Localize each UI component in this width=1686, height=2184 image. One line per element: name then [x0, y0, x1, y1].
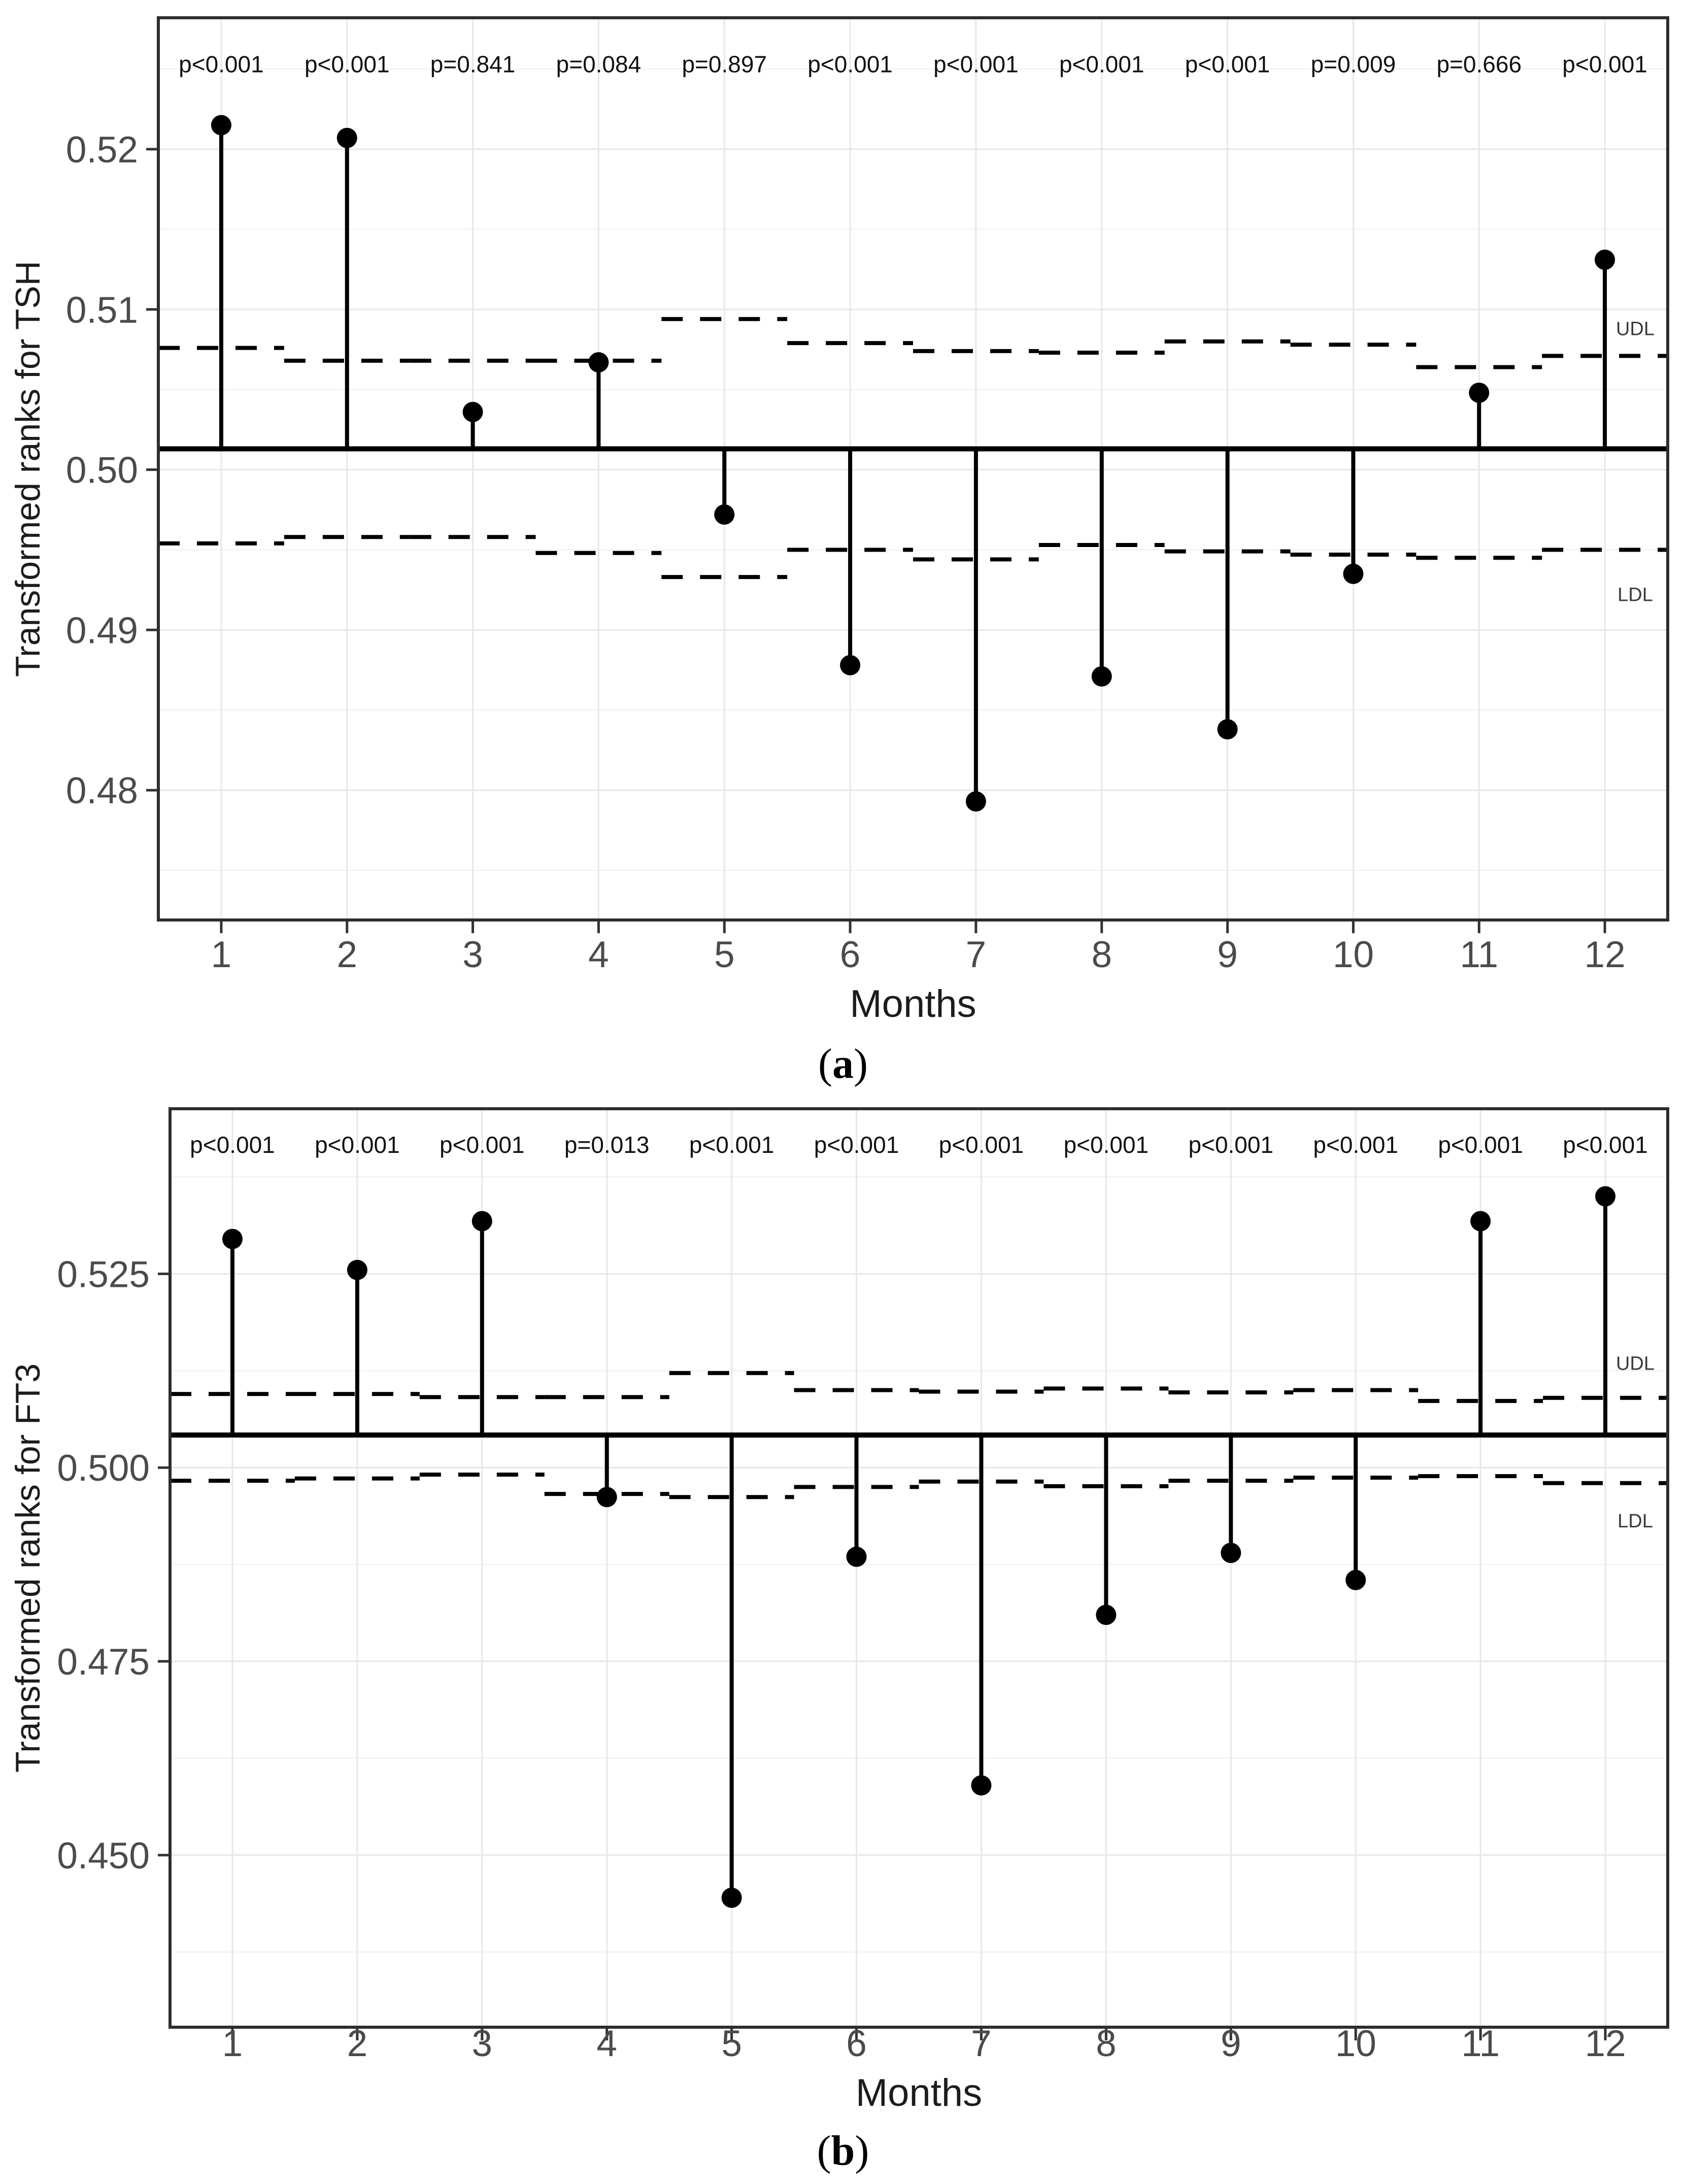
data-point — [1470, 1211, 1491, 1232]
data-point — [462, 401, 483, 422]
x-axis-title: Months — [856, 2071, 982, 2114]
data-point — [596, 1487, 617, 1508]
data-point — [721, 1887, 742, 1908]
x-tick-label: 9 — [1217, 934, 1238, 975]
y-tick-label: 0.500 — [57, 1448, 150, 1489]
p-value-label: p<0.001 — [1064, 1132, 1149, 1158]
p-value-label: p<0.001 — [1562, 51, 1647, 77]
panel-caption: (b) — [817, 2127, 869, 2174]
data-point — [965, 791, 986, 812]
data-point — [840, 655, 861, 675]
data-point — [1221, 1543, 1241, 1563]
p-value-label: p<0.001 — [179, 51, 264, 77]
data-point — [1469, 382, 1490, 403]
x-tick-label: 12 — [1584, 934, 1625, 975]
y-tick-label: 0.48 — [66, 770, 138, 811]
p-value-label: p=0.666 — [1436, 51, 1522, 77]
x-axis-title: Months — [850, 982, 976, 1026]
chart-b: p<0.001 p<0.001 p<0.001 p=0.013 p<0.001 p<0.0… — [9, 1107, 1669, 2174]
udl-label: UDL — [1616, 318, 1655, 339]
p-value-label: p<0.001 — [315, 1132, 400, 1158]
p-value-label: p<0.001 — [939, 1132, 1024, 1158]
panel-border — [157, 16, 1669, 922]
p-value-label: p=0.084 — [556, 51, 642, 77]
y-tick-label: 0.50 — [66, 450, 138, 491]
plot-panel — [170, 1109, 1668, 2027]
x-tick-label: 6 — [840, 934, 861, 975]
data-point — [971, 1775, 992, 1796]
data-point — [1091, 666, 1112, 687]
p-value-label: p<0.001 — [814, 1132, 899, 1158]
data-point — [336, 127, 357, 148]
p-value-label: p=0.897 — [682, 51, 767, 77]
x-tick-label: 4 — [588, 934, 609, 975]
p-value-label: p<0.001 — [1189, 1132, 1274, 1158]
p-value-label: p<0.001 — [689, 1132, 774, 1158]
chart-a: p<0.001 p<0.001 p=0.841 p=0.084 p=0.897 p<0.0… — [9, 16, 1669, 1087]
y-tick-label: 0.51 — [66, 290, 138, 331]
p-value-label: p=0.013 — [564, 1132, 650, 1158]
x-tick-label: 5 — [714, 934, 735, 975]
panel-caption: (a) — [818, 1040, 868, 1087]
x-tick-label: 9 — [1221, 2023, 1241, 2064]
p-value-label: p=0.841 — [430, 51, 516, 77]
x-tick-label: 10 — [1333, 934, 1374, 975]
x-tick-label: 2 — [347, 2023, 368, 2064]
x-tick-label: 2 — [336, 934, 357, 975]
y-axis-title: Transformed ranks for TSH — [9, 261, 47, 677]
x-tick-label: 8 — [1096, 2023, 1117, 2064]
p-value-label: p<0.001 — [1185, 51, 1270, 77]
y-axis-title: Transformed ranks for FT3 — [9, 1363, 47, 1772]
x-tick-label: 11 — [1460, 934, 1498, 975]
p-value-label: p<0.001 — [1563, 1132, 1648, 1158]
data-point — [714, 504, 735, 525]
p-value-label: p<0.001 — [807, 51, 893, 77]
y-tick-label: 0.49 — [66, 610, 138, 651]
p-value-label: p<0.001 — [440, 1132, 525, 1158]
x-tick-label: 6 — [846, 2023, 867, 2064]
data-point — [588, 352, 609, 372]
plot-panel — [158, 18, 1668, 920]
x-tick-label: 11 — [1461, 2023, 1500, 2064]
x-tick-label: 7 — [966, 934, 987, 975]
x-tick-label: 8 — [1091, 934, 1112, 975]
p-value-label: p=0.009 — [1311, 51, 1396, 77]
p-value-label: p<0.001 — [1059, 51, 1144, 77]
panel-border — [168, 1107, 1669, 2029]
data-point — [222, 1228, 243, 1249]
x-tick-label: 3 — [471, 2023, 492, 2064]
y-tick-label: 0.525 — [57, 1254, 150, 1295]
data-point — [1595, 249, 1615, 270]
p-value-label: p<0.001 — [1438, 1132, 1523, 1158]
x-tick-label: 1 — [211, 934, 232, 975]
data-point — [347, 1259, 367, 1280]
x-tick-label: 1 — [222, 2023, 243, 2064]
x-tick-label: 7 — [971, 2023, 992, 2064]
y-tick-label: 0.450 — [57, 1835, 150, 1876]
data-point — [1217, 719, 1238, 740]
p-value-label: p<0.001 — [305, 51, 390, 77]
ldl-label: LDL — [1617, 585, 1653, 606]
p-value-label: p<0.001 — [1313, 1132, 1398, 1158]
data-point — [471, 1211, 492, 1232]
data-point — [1343, 563, 1364, 584]
data-point — [846, 1546, 867, 1567]
data-point — [211, 115, 231, 135]
x-tick-label: 5 — [721, 2023, 742, 2064]
y-tick-label: 0.475 — [57, 1642, 150, 1683]
data-point — [1595, 1186, 1616, 1207]
x-tick-label: 12 — [1584, 2023, 1626, 2064]
x-tick-label: 4 — [596, 2023, 617, 2064]
udl-label: UDL — [1616, 1353, 1655, 1375]
p-value-label: p<0.001 — [933, 51, 1019, 77]
y-tick-label: 0.52 — [66, 129, 138, 170]
x-tick-label: 10 — [1335, 2023, 1376, 2064]
x-tick-label: 3 — [462, 934, 483, 975]
data-point — [1096, 1605, 1117, 1625]
p-value-label: p<0.001 — [190, 1132, 275, 1158]
ldl-label: LDL — [1617, 1511, 1653, 1532]
data-point — [1345, 1569, 1366, 1590]
